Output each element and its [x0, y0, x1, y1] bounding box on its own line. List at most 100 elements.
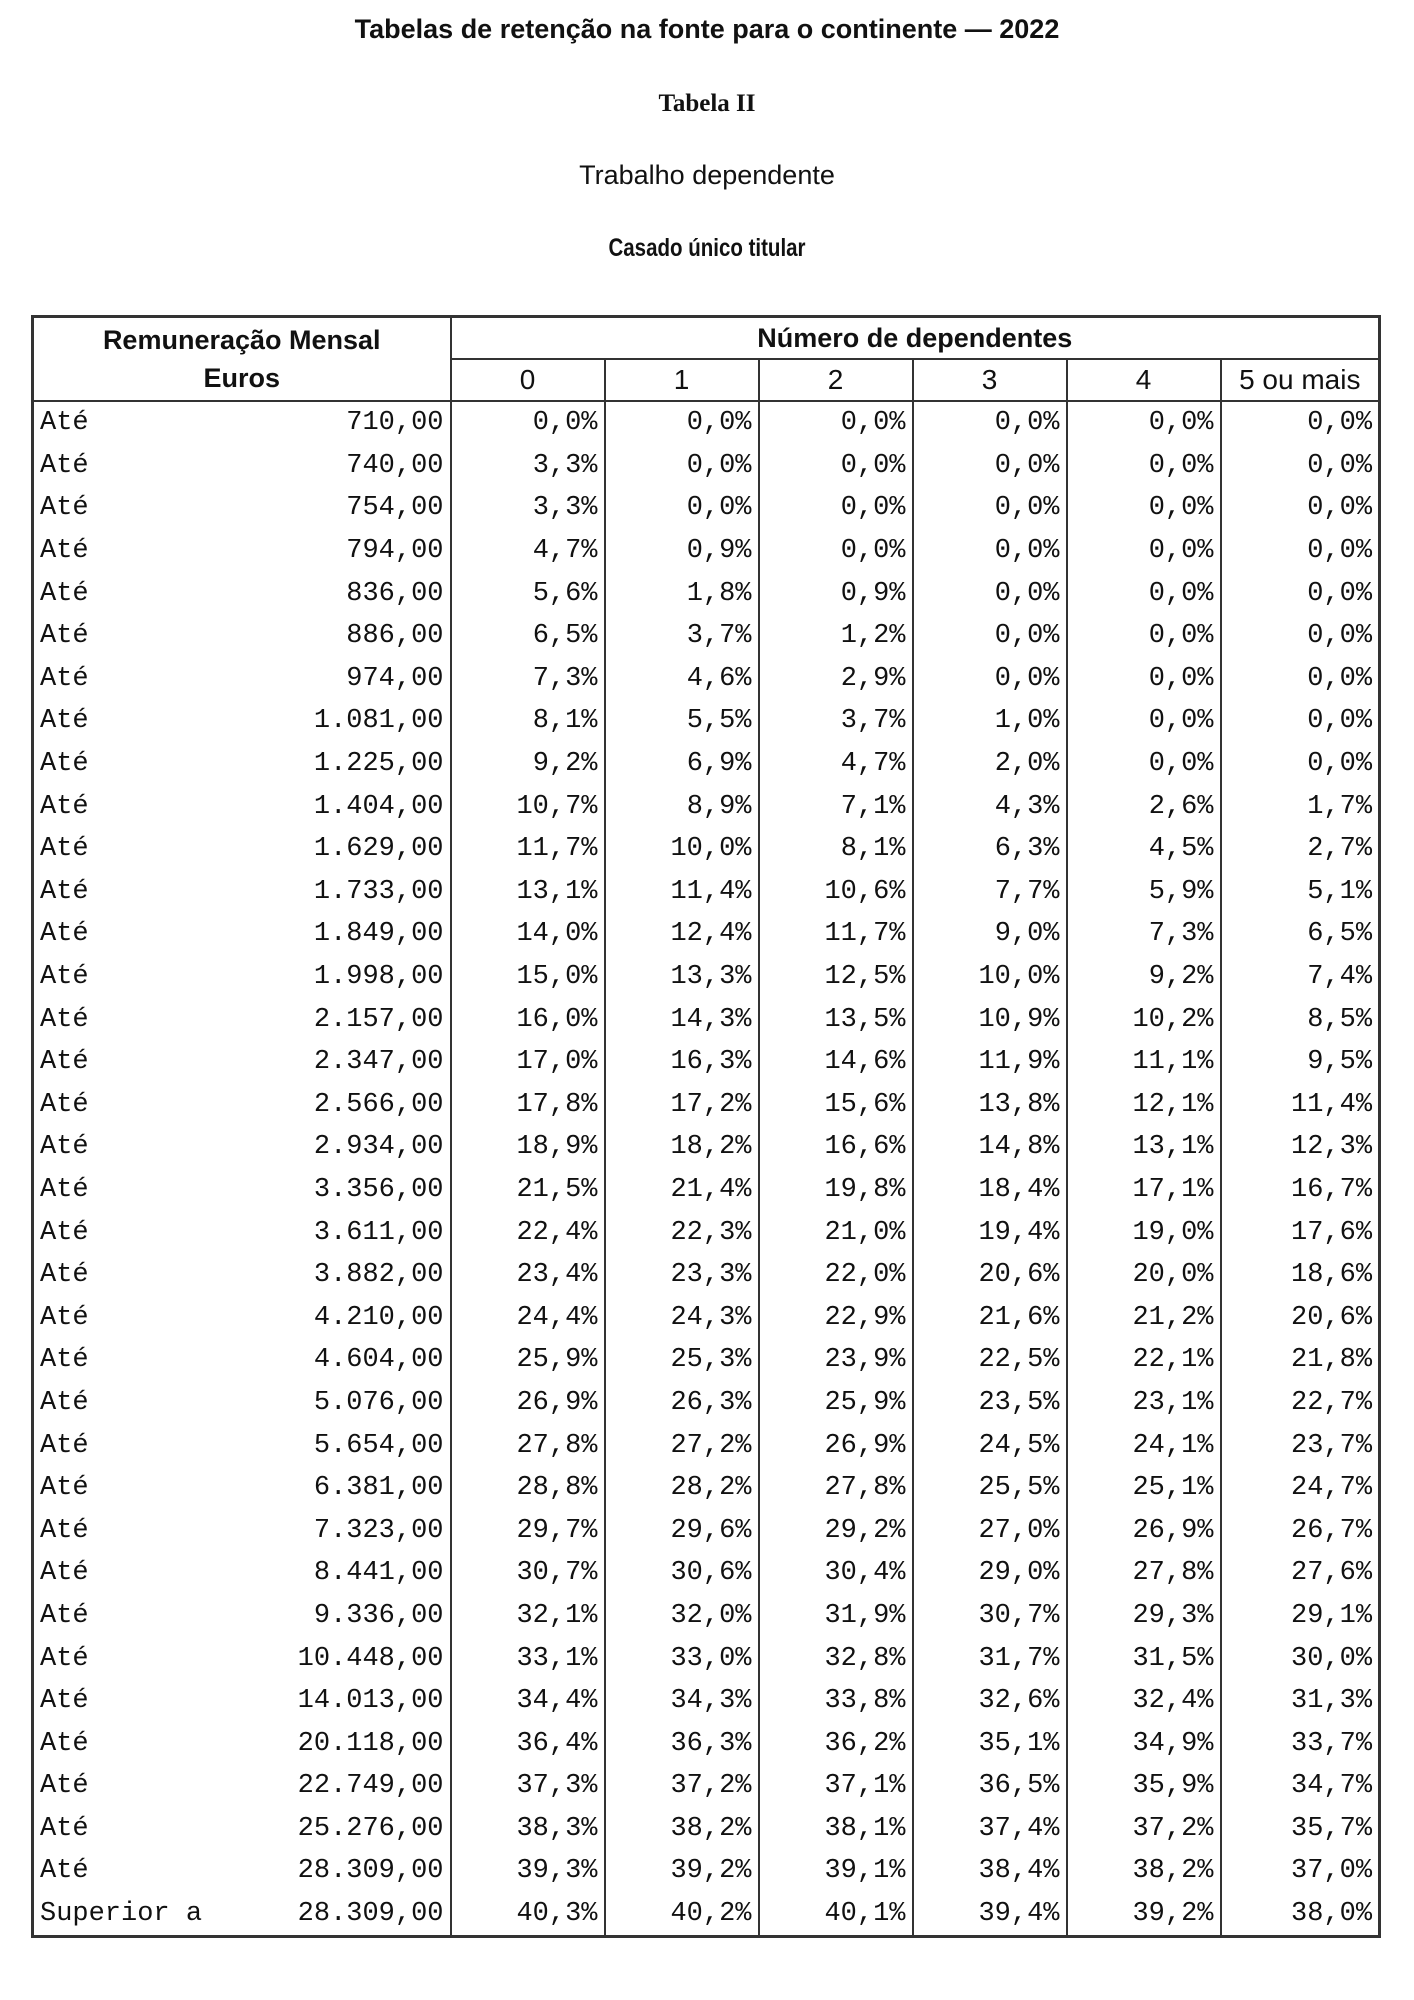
- remuneration-header: Remuneração Mensal Euros: [31, 315, 452, 402]
- bracket-cell: Até 2.157,00: [31, 998, 452, 1041]
- table-row: Até 1.733,00 13,1% 11,4% 10,6% 7,7% 5,9% 5,1%: [31, 870, 1381, 914]
- rate-cell: 31,9%: [757, 1594, 914, 1638]
- rate-cell: 36,3%: [603, 1722, 760, 1765]
- rate-cell: 23,3%: [603, 1253, 760, 1297]
- bracket-label: Até: [40, 1728, 89, 1759]
- rate-cell: 11,4%: [1219, 1083, 1381, 1127]
- rate-cell: 0,0%: [1219, 529, 1381, 573]
- dependents-col-5-plus: 5 ou mais: [1219, 358, 1381, 402]
- bracket-limit: 28.309,00: [297, 1899, 444, 1930]
- bracket-limit: 25.276,00: [297, 1813, 444, 1844]
- rate-cell: 0,0%: [1065, 444, 1222, 488]
- table-row: Até 2.934,00 18,9% 18,2% 16,6% 14,8% 13,1% 12,3…: [31, 1126, 1381, 1169]
- bracket-cell: Até 22.749,00: [31, 1765, 452, 1808]
- bracket-cell: Até 3.882,00: [31, 1253, 452, 1297]
- rate-cell: 2,7%: [1219, 827, 1381, 871]
- rate-cell: 23,9%: [757, 1339, 914, 1382]
- rate-cell: 8,9%: [603, 785, 760, 828]
- bracket-cell: Até 836,00: [31, 572, 452, 615]
- rate-cell: 1,8%: [603, 572, 760, 615]
- rate-cell: 0,0%: [757, 401, 914, 445]
- rate-cell: 21,0%: [757, 1211, 914, 1254]
- bracket-limit: 4.604,00: [313, 1345, 444, 1376]
- rate-cell: 29,0%: [911, 1552, 1068, 1595]
- rate-cell: 38,0%: [1219, 1892, 1381, 1937]
- rate-cell: 40,2%: [603, 1892, 760, 1937]
- rate-cell: 8,1%: [449, 700, 606, 743]
- rate-cell: 34,9%: [1065, 1722, 1222, 1765]
- table-row: Até 1.081,00 8,1% 5,5% 3,7% 1,0% 0,0% 0,0%: [31, 700, 1381, 743]
- table-row: Até 7.323,00 29,7% 29,6% 29,2% 27,0% 26,9% 26,7…: [31, 1509, 1381, 1553]
- bracket-limit: 1.404,00: [313, 791, 444, 822]
- bracket-cell: Até 7.323,00: [31, 1509, 452, 1553]
- rate-cell: 2,6%: [1065, 785, 1222, 828]
- bracket-cell: Até 2.347,00: [31, 1040, 452, 1084]
- bracket-limit: 3.356,00: [313, 1174, 444, 1205]
- rate-cell: 26,9%: [449, 1381, 606, 1425]
- rate-cell: 20,6%: [911, 1253, 1068, 1297]
- bracket-label: Até: [40, 706, 89, 737]
- table-row: Até 9.336,00 32,1% 32,0% 31,9% 30,7% 29,3% 29,1…: [31, 1594, 1381, 1638]
- bracket-cell: Até 4.604,00: [31, 1339, 452, 1382]
- table-row: Até 3.882,00 23,4% 23,3% 22,0% 20,6% 20,0% 18,6…: [31, 1253, 1381, 1297]
- table-row: Até 1.849,00 14,0% 12,4% 11,7% 9,0% 7,3% 6,5%: [31, 913, 1381, 956]
- rate-cell: 1,2%: [757, 614, 914, 658]
- rate-cell: 1,7%: [1219, 785, 1381, 828]
- bracket-cell: Até 1.225,00: [31, 742, 452, 786]
- bracket-label: Até: [40, 1004, 89, 1035]
- rate-cell: 12,5%: [757, 955, 914, 999]
- rate-cell: 0,0%: [911, 614, 1068, 658]
- rate-cell: 13,3%: [603, 955, 760, 999]
- rate-cell: 0,0%: [911, 487, 1068, 530]
- bracket-label: Até: [40, 493, 89, 524]
- rate-cell: 16,3%: [603, 1040, 760, 1084]
- rate-cell: 27,6%: [1219, 1552, 1381, 1595]
- bracket-label: Até: [40, 749, 89, 780]
- rate-cell: 14,0%: [449, 913, 606, 956]
- bracket-limit: 10.448,00: [297, 1643, 444, 1674]
- bracket-cell: Até 5.076,00: [31, 1381, 452, 1425]
- rate-cell: 7,3%: [449, 657, 606, 701]
- rate-cell: 6,9%: [603, 742, 760, 786]
- bracket-label: Até: [40, 578, 89, 609]
- table-row: Até 10.448,00 33,1% 33,0% 32,8% 31,7% 31,5% 30,…: [31, 1637, 1381, 1680]
- bracket-cell: Até 3.356,00: [31, 1168, 452, 1212]
- rate-cell: 30,4%: [757, 1552, 914, 1595]
- rate-cell: 0,0%: [1065, 487, 1222, 530]
- bracket-limit: 794,00: [346, 536, 444, 567]
- table-row: Até 14.013,00 34,4% 34,3% 33,8% 32,6% 32,4% 31,…: [31, 1679, 1381, 1723]
- rate-cell: 29,1%: [1219, 1594, 1381, 1638]
- bracket-label: Até: [40, 962, 89, 993]
- rate-cell: 27,0%: [911, 1509, 1068, 1553]
- rate-cell: 0,0%: [1065, 401, 1222, 445]
- rate-cell: 13,5%: [757, 998, 914, 1041]
- table-row: Até 5.654,00 27,8% 27,2% 26,9% 24,5% 24,1% 23,7…: [31, 1424, 1381, 1467]
- rate-cell: 3,3%: [449, 444, 606, 488]
- rate-cell: 4,7%: [757, 742, 914, 786]
- rate-cell: 27,2%: [603, 1424, 760, 1467]
- rate-cell: 0,0%: [757, 487, 914, 530]
- rate-cell: 37,2%: [1065, 1807, 1222, 1851]
- rate-cell: 18,2%: [603, 1126, 760, 1169]
- rate-cell: 12,1%: [1065, 1083, 1222, 1127]
- rate-cell: 24,1%: [1065, 1424, 1222, 1467]
- bracket-limit: 6.381,00: [313, 1473, 444, 1504]
- table-row: Até 25.276,00 38,3% 38,2% 38,1% 37,4% 37,2% 35,…: [31, 1807, 1381, 1851]
- rate-cell: 0,9%: [603, 529, 760, 573]
- rate-cell: 0,0%: [911, 444, 1068, 488]
- rate-cell: 34,4%: [449, 1679, 606, 1723]
- bracket-limit: 1.998,00: [313, 962, 444, 993]
- rate-cell: 15,0%: [449, 955, 606, 999]
- rate-cell: 9,0%: [911, 913, 1068, 956]
- bracket-limit: 1.629,00: [313, 834, 444, 865]
- rate-cell: 38,2%: [1065, 1850, 1222, 1893]
- bracket-cell: Até 6.381,00: [31, 1466, 452, 1510]
- category-heading: Trabalho dependente: [579, 160, 835, 190]
- bracket-cell: Até 794,00: [31, 529, 452, 573]
- rate-cell: 0,0%: [1219, 742, 1381, 786]
- rate-cell: 27,8%: [757, 1466, 914, 1510]
- bracket-cell: Até 740,00: [31, 444, 452, 488]
- bracket-label: Superior a: [40, 1899, 203, 1930]
- rate-cell: 27,8%: [1065, 1552, 1222, 1595]
- table-row: Até 20.118,00 36,4% 36,3% 36,2% 35,1% 34,9% 33,…: [31, 1722, 1381, 1765]
